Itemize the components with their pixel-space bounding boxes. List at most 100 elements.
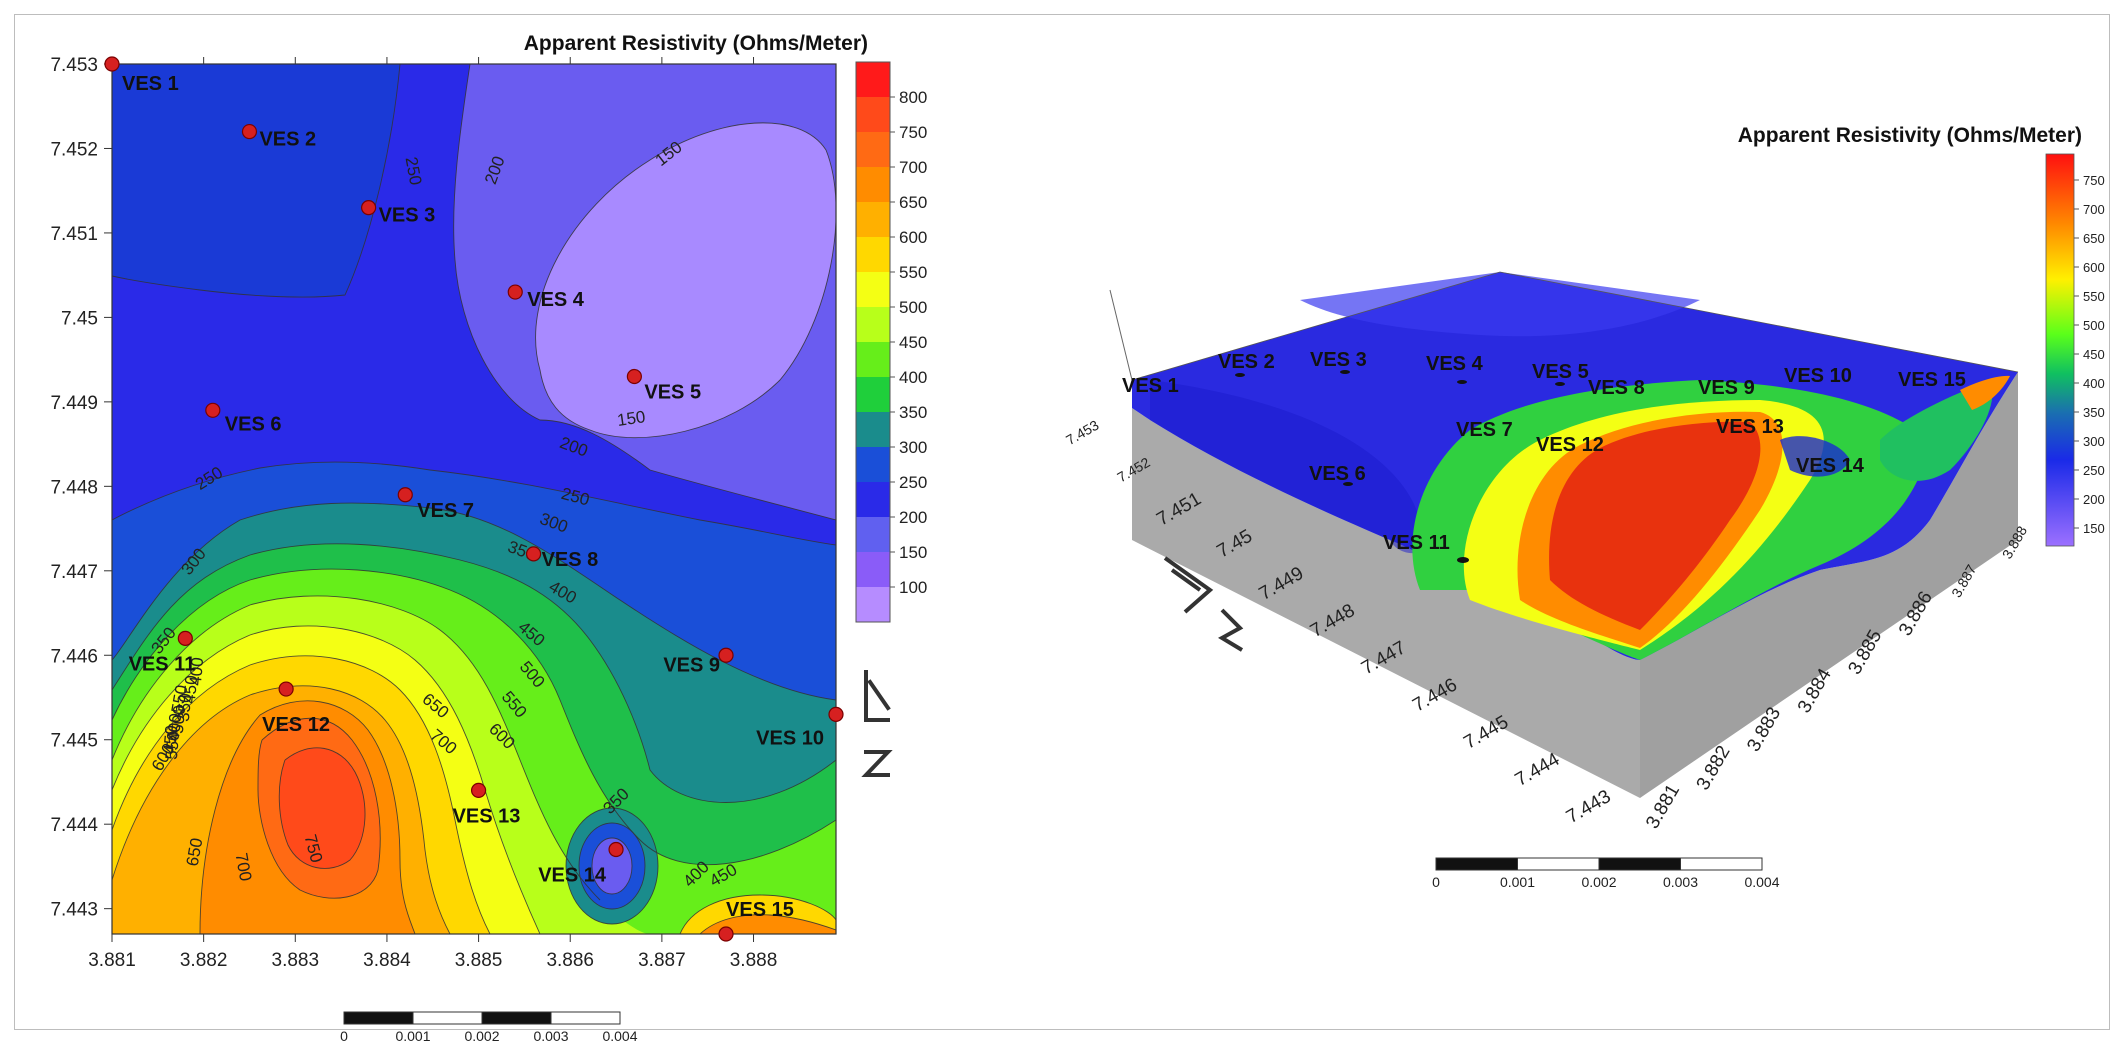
colorbar-swatch	[856, 377, 890, 413]
colorbar-label: 750	[899, 123, 927, 142]
figure-frame	[14, 14, 2110, 1030]
x-tick-label: 3.882	[180, 950, 228, 971]
y-tick-label: 7.447	[50, 562, 98, 583]
contour-label: 400	[164, 713, 185, 743]
surface-ves-label: VES 5	[1532, 361, 1589, 383]
colorbar-swatch	[856, 237, 890, 273]
x-tick-label: 3.886	[546, 950, 594, 971]
ves-point-label: VES 3	[379, 205, 436, 227]
ves-point-marker	[361, 199, 377, 216]
scale-segment	[1435, 857, 1518, 871]
ves-point-marker	[278, 681, 294, 697]
colorbar-label: 800	[899, 88, 927, 107]
contour-label: 250	[402, 155, 426, 186]
colorbar-swatch	[856, 202, 890, 238]
colorbar-label: 300	[899, 438, 927, 457]
colorbar-label: 600	[899, 228, 927, 247]
colorbar-swatch	[856, 167, 890, 203]
surface-ves-label: VES 8	[1588, 377, 1645, 399]
colorbar-swatch	[856, 132, 890, 168]
surface-colorbar-label: 450	[2083, 347, 2105, 362]
surface-colorbar-label: 300	[2083, 434, 2105, 449]
scale-label: 0.004	[602, 1028, 637, 1043]
x-tick-label: 3.885	[455, 950, 503, 971]
scale-segment	[412, 1011, 483, 1025]
surface-colorbar-label: 650	[2083, 231, 2105, 246]
ves-point-marker	[470, 782, 487, 799]
colorbar-swatch	[856, 62, 890, 98]
surface-ves-label: VES 3	[1310, 349, 1367, 371]
y-tick-label: 7.45	[61, 308, 98, 329]
y-tick-label: 7.443	[50, 900, 98, 921]
contour-label: 550	[168, 683, 192, 714]
colorbar-swatch	[856, 307, 890, 343]
y-tick-label: 7.453	[50, 55, 98, 76]
scale-segment	[1680, 857, 1763, 871]
colorbar-swatch	[856, 447, 890, 483]
ves-point-label: VES 7	[417, 500, 474, 522]
surface-colorbar-label: 750	[2083, 173, 2105, 188]
ves-point-label: VES 2	[259, 129, 316, 151]
y-tick-label: 7.449	[50, 393, 98, 414]
contour-fill-layers	[112, 64, 836, 934]
contour-label: 550	[162, 731, 183, 761]
surface-title: Apparent Resistivity (Ohms/Meter)	[1738, 124, 2082, 147]
colorbar-label: 350	[899, 403, 927, 422]
surface-ves-label: VES 4	[1426, 353, 1484, 375]
colorbar-swatch	[856, 342, 890, 378]
surface-colorbar-label: 350	[2083, 405, 2105, 420]
east-wall	[1640, 372, 2018, 798]
y-tick-label: 7.446	[50, 646, 98, 667]
ves-point-label: VES 13	[453, 805, 521, 827]
x-tick-label: 3.883	[272, 950, 320, 971]
surface-ves-label: VES 15	[1898, 369, 1966, 391]
ves-point-label: VES 11	[129, 653, 196, 675]
scale-label: 0.003	[1663, 874, 1698, 890]
colorbar-label: 100	[899, 578, 927, 597]
y-tick-label: 7.452	[50, 139, 98, 160]
ves-point-marker	[608, 841, 624, 858]
colorbar-label: 700	[899, 158, 927, 177]
scale-label: 0.004	[1744, 874, 1779, 890]
contour-label: 700	[232, 851, 256, 882]
surface-y-tick-label: 7.444	[1512, 749, 1564, 791]
scale-label: 0.002	[1581, 874, 1616, 890]
scale-label: 0.002	[464, 1028, 499, 1043]
surface-ves-label: VES 1	[1122, 375, 1179, 397]
surface-ves-label: VES 2	[1218, 351, 1275, 373]
colorbar: 800 750 700 650 600 550 500 450 400 350 300 250 200 1…	[855, 61, 927, 623]
surface-y-tick-label: 7.443	[1563, 786, 1615, 828]
scale-segment	[481, 1011, 552, 1025]
scale-label: 0	[1432, 874, 1440, 890]
colorbar-swatch	[856, 272, 890, 308]
ves-point-marker	[507, 284, 523, 300]
contour-label: 450	[160, 725, 181, 755]
colorbar-label: 650	[899, 193, 927, 212]
x-tick-label: 3.881	[88, 950, 136, 971]
surface-ves-label: VES 12	[1536, 434, 1604, 456]
contour-label: 350	[174, 693, 195, 723]
surface-ves-label: VES 14	[1796, 455, 1865, 477]
ves-point-label: VES 10	[756, 727, 824, 749]
surface-colorbar-label: 150	[2083, 521, 2105, 536]
surface-ves-label: VES 9	[1698, 377, 1755, 399]
ves-point-label: VES 14	[538, 865, 607, 887]
surface-ves-label: VES 7	[1456, 419, 1513, 441]
colorbar-swatch	[856, 482, 890, 518]
surface-colorbar-label: 600	[2083, 260, 2105, 275]
colorbar-swatch	[856, 97, 890, 133]
surface-ves-label: VES 11	[1383, 532, 1450, 554]
colorbar-swatch	[856, 412, 890, 448]
scale-label: 0.003	[533, 1028, 568, 1043]
ves-point-label: VES 9	[663, 654, 720, 676]
colorbar-label: 150	[899, 543, 927, 562]
colorbar-label: 450	[899, 333, 927, 352]
y-tick-label: 7.445	[50, 731, 98, 752]
ves-point-label: VES 1	[122, 73, 179, 95]
y-axis-ticks: 7.453 7.452 7.451 7.45 7.449 7.448 7.447 7.446 7…	[50, 55, 112, 921]
ves-point-label: VES 12	[262, 714, 330, 736]
ves-point-label: VES 6	[225, 413, 282, 435]
